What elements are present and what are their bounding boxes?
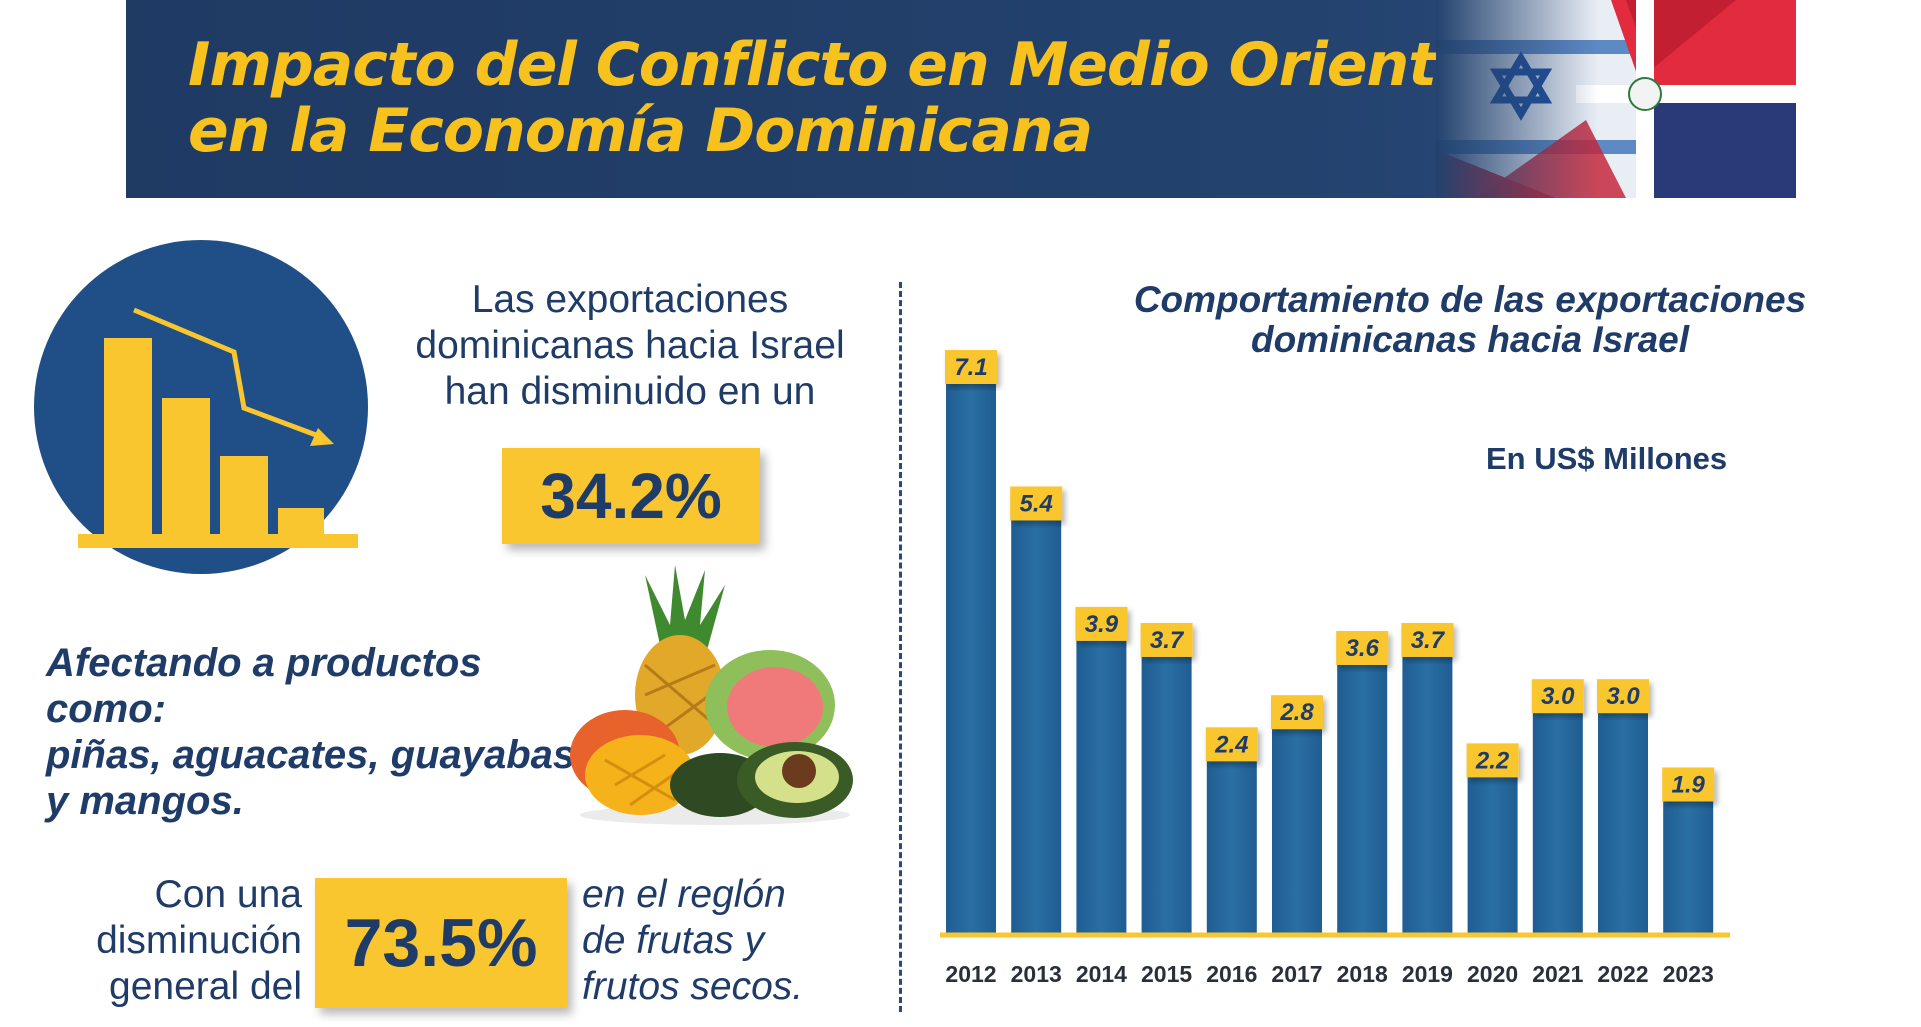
intro-line: Las exportaciones	[471, 278, 789, 321]
x-tick-label: 2013	[1011, 961, 1062, 987]
x-tick-label: 2019	[1402, 961, 1453, 987]
x-tick-label: 2021	[1532, 961, 1583, 987]
chart-title: Comportamiento de las exportaciones domi…	[1040, 280, 1900, 360]
value-label: 2.8	[1279, 699, 1314, 726]
value-label: 7.1	[954, 354, 987, 381]
value-label: 2.4	[1214, 731, 1248, 758]
value-label-box	[1205, 727, 1258, 762]
bar-2021	[1532, 693, 1583, 934]
summary-line: general del	[109, 965, 302, 1008]
value-label-box	[1597, 679, 1649, 714]
x-tick-label: 2018	[1337, 961, 1388, 987]
x-tick-label: 2016	[1206, 961, 1257, 987]
value-label-box	[945, 350, 997, 384]
chart-unit-label: En US$ Millones	[1486, 441, 1728, 476]
x-tick-label: 2014	[1076, 961, 1127, 987]
title-line-1: Impacto del Conflicto en Medio Oriente	[188, 30, 1477, 100]
fruits-illustration	[570, 565, 853, 825]
value-label: 3.0	[1541, 683, 1575, 710]
value-label: 2.2	[1475, 747, 1510, 774]
title-line-2: en la Economía Dominicana	[188, 96, 1093, 166]
value-label: 3.7	[1150, 627, 1185, 654]
bar-2016	[1206, 741, 1257, 934]
products-text: Afectando a productos como: piñas, aguac…	[46, 640, 606, 824]
value-label-box	[1662, 767, 1715, 802]
value-label: 3.7	[1411, 627, 1446, 654]
value-label: 5.4	[1020, 490, 1053, 517]
bar-2015	[1141, 636, 1192, 934]
intro-line: han disminuido en un	[444, 370, 816, 413]
summary-line: de frutas y	[582, 919, 765, 962]
x-tick-label: 2017	[1271, 961, 1322, 987]
summary-line: disminución	[96, 919, 302, 962]
value-label-box	[1271, 695, 1323, 730]
value-label: 1.9	[1672, 771, 1706, 798]
value-label-box	[1401, 622, 1454, 657]
bar-2020	[1467, 757, 1518, 934]
value-label: 3.0	[1606, 683, 1640, 710]
x-tick-label: 2015	[1141, 961, 1192, 987]
value-label-box	[1336, 630, 1389, 665]
exports-bar-chart: 7.1 2012 5.4 2013 3.9 2014 3.7 2015 2.4 2016 2.8 20…	[940, 350, 1730, 987]
bar-2023	[1663, 781, 1714, 934]
x-tick-label: 2023	[1663, 961, 1714, 987]
bar-2018	[1337, 644, 1388, 934]
x-tick-label: 2022	[1597, 961, 1648, 987]
value-label: 3.6	[1346, 635, 1380, 662]
page-title: Impacto del Conflicto en Medio Oriente e…	[188, 30, 1477, 166]
summary-right-text: en el reglón de frutas y frutos secos.	[582, 872, 822, 1010]
summary-left-text: Con una disminución general del	[40, 872, 302, 1010]
bar-2017	[1272, 709, 1322, 934]
value-label-box	[1075, 606, 1128, 641]
bar-2022	[1598, 693, 1648, 934]
decrease-percentage-badge: 34.2%	[502, 448, 760, 544]
israel-dominican-flags	[1436, 0, 1796, 198]
value-label-box	[1531, 679, 1584, 714]
bar-2014	[1076, 620, 1127, 934]
declining-bars-icon	[34, 240, 368, 574]
products-line: y mangos.	[46, 779, 244, 823]
intro-line: dominicanas hacia Israel	[415, 324, 845, 367]
chart-title-line: Comportamiento de las exportaciones	[1133, 279, 1807, 320]
value-label-box	[1140, 622, 1193, 657]
x-tick-label: 2012	[945, 961, 996, 987]
value-label-box	[1466, 743, 1519, 778]
x-tick-label: 2020	[1467, 961, 1518, 987]
bar-2012	[946, 364, 996, 934]
summary-percentage-badge: 73.5%	[315, 878, 567, 1008]
bar-2019	[1402, 636, 1453, 934]
chart-title-line: dominicanas hacia Israel	[1250, 319, 1690, 360]
value-label-box	[1010, 486, 1063, 521]
header-banner: Impacto del Conflicto en Medio Oriente e…	[126, 0, 1796, 198]
intro-text: Las exportaciones dominicanas hacia Isra…	[380, 277, 880, 415]
value-label: 3.9	[1085, 611, 1119, 638]
summary-line: frutos secos.	[582, 965, 804, 1008]
bar-2013	[1011, 500, 1062, 934]
summary-line: en el reglón	[582, 873, 786, 916]
products-line: Afectando a productos como:	[46, 641, 482, 731]
summary-line: Con una	[154, 873, 302, 916]
products-line: piñas, aguacates, guayabas	[46, 733, 576, 777]
dashed-divider	[899, 282, 902, 1012]
